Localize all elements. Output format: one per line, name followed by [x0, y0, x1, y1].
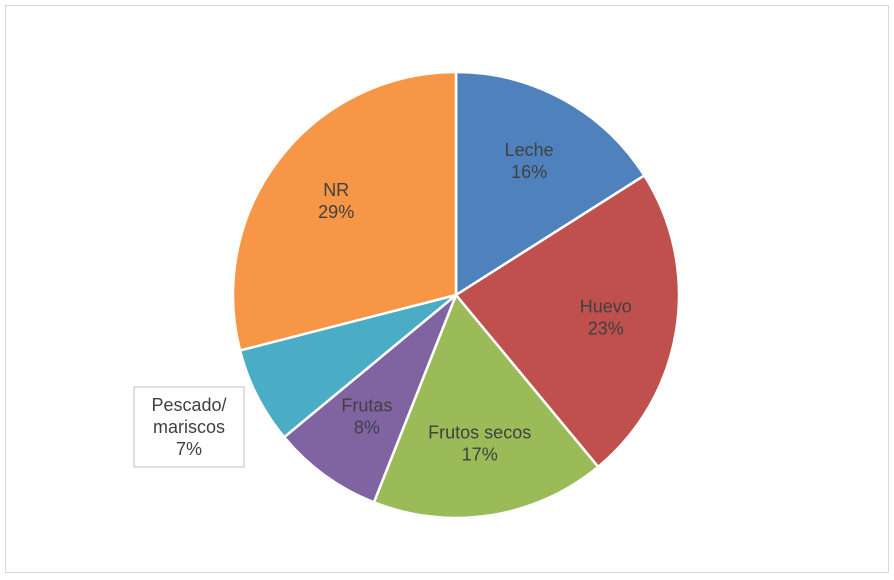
pie-slice-nr	[231, 70, 458, 352]
data-label-value: 29%	[318, 202, 354, 222]
data-label-value: 16%	[511, 162, 547, 182]
pie-slice-frutas	[282, 293, 458, 504]
data-label-category: NR	[323, 180, 349, 200]
data-label-box	[133, 386, 245, 468]
data-label-category: Leche	[505, 140, 554, 160]
pie-slice-huevo	[454, 174, 681, 469]
data-label-value: 8%	[354, 417, 380, 437]
data-label-category: Frutos secos	[428, 423, 531, 443]
pie-slice-leche	[454, 70, 646, 297]
data-label-category: Pescado/	[151, 395, 226, 415]
data-label-category: Huevo	[580, 296, 632, 316]
data-label-category: mariscos	[153, 417, 225, 437]
data-label-value: 7%	[176, 439, 202, 459]
data-label-value: 17%	[462, 445, 498, 465]
pie-slices	[231, 70, 681, 520]
pie-slice-frutos-secos	[372, 293, 600, 520]
data-label-value: 23%	[588, 318, 624, 338]
data-label-category: Frutas	[341, 395, 392, 415]
